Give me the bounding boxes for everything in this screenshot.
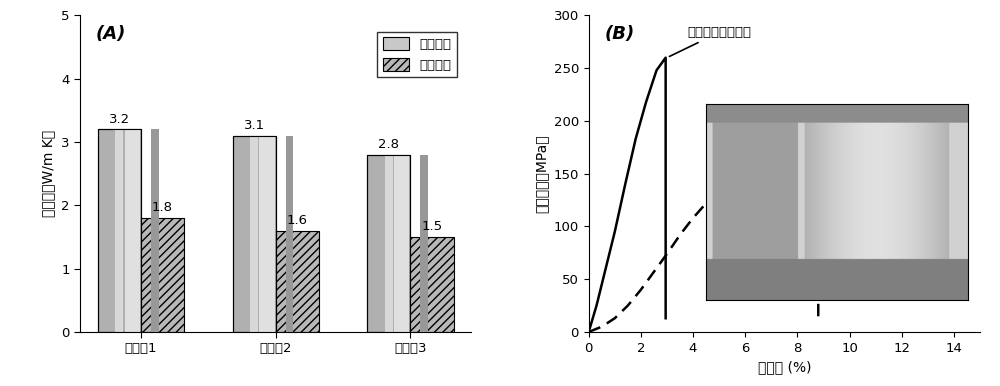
Bar — [394, 155, 409, 332]
Text: 2.8: 2.8 — [378, 138, 399, 151]
Bar — [367, 155, 410, 332]
Text: Kapton薄膜: Kapton薄膜 — [821, 123, 894, 136]
Bar — [420, 155, 428, 332]
X-axis label: 延伸率 (%): 延伸率 (%) — [758, 360, 811, 374]
Legend: 嵌段结构, 无规共聚: 嵌段结构, 无规共聚 — [377, 32, 457, 77]
Bar — [98, 129, 141, 332]
Bar — [410, 237, 454, 332]
Bar — [259, 136, 275, 332]
Bar — [115, 129, 123, 332]
Bar — [151, 129, 159, 332]
Bar — [385, 155, 393, 332]
Bar — [233, 136, 276, 332]
Text: (B): (B) — [604, 25, 635, 43]
Bar — [250, 136, 258, 332]
Bar — [98, 129, 141, 332]
Text: 嵌段聚酰亚胺薄膜: 嵌段聚酰亚胺薄膜 — [669, 25, 752, 56]
Bar — [141, 218, 184, 332]
Bar — [125, 129, 140, 332]
Text: 3.2: 3.2 — [109, 113, 130, 125]
Text: (A): (A) — [96, 25, 126, 43]
Bar — [286, 136, 293, 332]
Text: 1.6: 1.6 — [287, 214, 308, 227]
Bar — [367, 155, 410, 332]
Text: 1.5: 1.5 — [421, 220, 443, 233]
Text: 1.8: 1.8 — [152, 201, 173, 214]
Bar — [276, 231, 319, 332]
Y-axis label: 拉伸强度（MPa）: 拉伸强度（MPa） — [534, 134, 548, 213]
Y-axis label: 热导率（W/m K）: 热导率（W/m K） — [42, 130, 56, 217]
Bar — [233, 136, 276, 332]
Text: 3.1: 3.1 — [244, 119, 265, 132]
